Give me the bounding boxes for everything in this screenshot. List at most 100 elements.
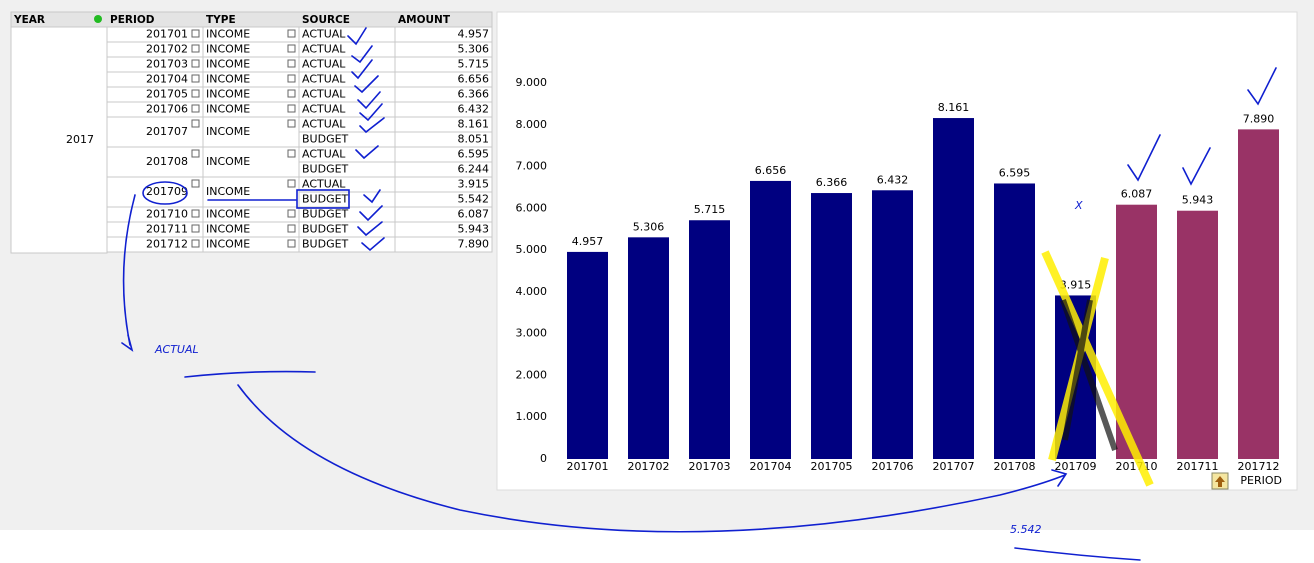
annotation: ACTUAL <box>154 343 199 356</box>
checks <box>347 27 1277 252</box>
cross-mark <box>1060 299 1118 451</box>
collapse-icon <box>287 149 296 158</box>
type: INCOME <box>206 185 250 198</box>
type-cell <box>202 116 300 148</box>
x-tick-label: 201712 <box>1238 460 1280 473</box>
type: INCOME <box>206 28 250 41</box>
collapse-icon <box>287 44 296 53</box>
value-label: 6.595 <box>999 166 1031 179</box>
collapse-icon <box>191 89 200 98</box>
value-label: 6.656 <box>755 164 787 177</box>
period: 201707 <box>146 125 188 138</box>
underline <box>1014 547 1141 561</box>
amount: 6.595 <box>458 148 490 161</box>
header-cell: YEAR <box>13 14 45 26</box>
y-tick-label: 9.000 <box>516 76 548 89</box>
value-label: 7.890 <box>1243 112 1275 125</box>
x-tick-label: 201703 <box>689 460 731 473</box>
source: ACTUAL <box>302 28 346 41</box>
bar <box>811 193 852 459</box>
amount: 3.915 <box>458 178 490 191</box>
arrow <box>237 384 1068 533</box>
collapse-icon <box>191 74 200 83</box>
header-cell: AMOUNT <box>398 14 451 26</box>
amount: 6.656 <box>458 73 490 86</box>
source: BUDGET <box>302 223 349 236</box>
source: ACTUAL <box>302 88 346 101</box>
period: 201706 <box>146 103 188 116</box>
amount: 5.715 <box>458 58 490 71</box>
value-label: 5.715 <box>694 203 726 216</box>
bar <box>750 180 791 459</box>
type: INCOME <box>206 103 250 116</box>
source: ACTUAL <box>302 148 346 161</box>
collapse-icon <box>287 119 296 128</box>
y-tick-label: 1.000 <box>516 410 548 423</box>
amount: 8.051 <box>458 133 490 146</box>
x-tick-label: 201707 <box>933 460 975 473</box>
bar <box>628 237 669 459</box>
collapse-icon <box>191 224 200 233</box>
collapse-icon <box>191 29 200 38</box>
collapse-icon <box>191 104 200 113</box>
value-label: 6.087 <box>1121 188 1153 201</box>
collapse-icon <box>191 209 200 218</box>
x-tick-label: 201706 <box>872 460 914 473</box>
source: ACTUAL <box>302 58 346 71</box>
bar <box>872 190 913 459</box>
type: INCOME <box>206 43 250 56</box>
box-mark <box>296 189 350 209</box>
collapse-icon <box>191 119 200 128</box>
amount: 5.943 <box>458 223 490 236</box>
circle-mark <box>142 181 188 205</box>
type-cell <box>202 146 300 178</box>
amount: 6.366 <box>458 88 490 101</box>
type: INCOME <box>206 208 250 221</box>
y-tick-label: 4.000 <box>516 285 548 298</box>
x-tick-label: 201704 <box>750 460 792 473</box>
header-cell: TYPE <box>206 14 236 26</box>
bar <box>933 118 974 460</box>
bar <box>1238 129 1279 459</box>
collapse-icon <box>287 74 296 83</box>
x-tick-label: 201711 <box>1177 460 1219 473</box>
collapse-icon <box>191 179 200 188</box>
x-tick-label: 201705 <box>811 460 853 473</box>
source: ACTUAL <box>302 43 346 56</box>
amount: 6.087 <box>458 208 490 221</box>
header-cell: SOURCE <box>302 14 350 26</box>
period: 201710 <box>146 208 188 221</box>
collapse-icon <box>287 29 296 38</box>
y-tick-label: 7.000 <box>516 160 548 173</box>
collapse-icon <box>191 149 200 158</box>
bar <box>994 183 1035 459</box>
type: INCOME <box>206 155 250 168</box>
collapse-icon <box>287 104 296 113</box>
collapse-icon <box>287 179 296 188</box>
collapse-icon <box>191 239 200 248</box>
period: 201709 <box>146 185 188 198</box>
collapse-icon <box>287 224 296 233</box>
collapse-icon <box>191 59 200 68</box>
check-marks <box>347 27 1277 252</box>
bar <box>1177 210 1218 459</box>
period: 201704 <box>146 73 188 86</box>
type: INCOME <box>206 73 250 86</box>
type: INCOME <box>206 223 250 236</box>
x-tick-label: 201709 <box>1055 460 1097 473</box>
period: 201712 <box>146 238 188 251</box>
value-label: 8.161 <box>938 101 970 114</box>
source: ACTUAL <box>302 118 346 131</box>
source: BUDGET <box>302 238 349 251</box>
collapse-icon <box>287 239 296 248</box>
period-cell <box>106 116 204 148</box>
annotation: X <box>1074 199 1083 212</box>
amount: 4.957 <box>458 28 490 41</box>
header-cell: PERIOD <box>110 14 155 26</box>
amount: 7.890 <box>458 238 490 251</box>
sort-icon[interactable] <box>1211 472 1229 490</box>
source: BUDGET <box>302 133 349 146</box>
source: ACTUAL <box>302 73 346 86</box>
y-tick-label: 6.000 <box>516 201 548 214</box>
